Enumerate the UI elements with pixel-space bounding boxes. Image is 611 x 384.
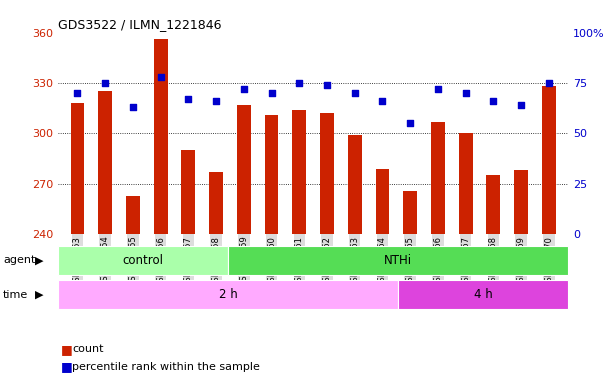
- Point: [322, 82, 332, 88]
- Bar: [348, 135, 362, 234]
- Point: [211, 98, 221, 104]
- Bar: [398, 280, 568, 309]
- Point: [73, 90, 82, 96]
- Bar: [403, 190, 417, 234]
- Bar: [486, 175, 500, 234]
- Point: [405, 120, 415, 126]
- Point: [239, 86, 249, 92]
- Point: [461, 90, 470, 96]
- Bar: [181, 150, 196, 234]
- Point: [295, 80, 304, 86]
- Point: [128, 104, 138, 110]
- Bar: [58, 246, 228, 275]
- Text: count: count: [72, 344, 104, 354]
- Point: [378, 98, 387, 104]
- Bar: [228, 246, 568, 275]
- Bar: [265, 115, 279, 234]
- Bar: [126, 195, 140, 234]
- Text: ■: ■: [61, 360, 77, 373]
- Bar: [320, 113, 334, 234]
- Point: [266, 90, 276, 96]
- Point: [156, 74, 166, 80]
- Text: 4 h: 4 h: [474, 288, 492, 301]
- Bar: [58, 280, 398, 309]
- Point: [183, 96, 193, 102]
- Bar: [542, 86, 556, 234]
- Text: control: control: [123, 254, 164, 266]
- Text: 2 h: 2 h: [219, 288, 238, 301]
- Text: percentile rank within the sample: percentile rank within the sample: [72, 362, 260, 372]
- Bar: [237, 105, 251, 234]
- Bar: [98, 91, 112, 234]
- Text: ■: ■: [61, 343, 77, 356]
- Bar: [154, 40, 167, 234]
- Bar: [376, 169, 389, 234]
- Text: GDS3522 / ILMN_1221846: GDS3522 / ILMN_1221846: [58, 18, 222, 31]
- Point: [350, 90, 360, 96]
- Point: [100, 80, 110, 86]
- Bar: [459, 134, 472, 234]
- Point: [488, 98, 498, 104]
- Bar: [514, 170, 528, 234]
- Point: [516, 102, 526, 108]
- Bar: [292, 110, 306, 234]
- Point: [433, 86, 443, 92]
- Bar: [70, 103, 84, 234]
- Text: ▶: ▶: [35, 290, 44, 300]
- Point: [544, 80, 554, 86]
- Text: agent: agent: [3, 255, 35, 265]
- Bar: [431, 122, 445, 234]
- Text: time: time: [3, 290, 28, 300]
- Bar: [209, 172, 223, 234]
- Text: ▶: ▶: [35, 255, 44, 265]
- Text: NTHi: NTHi: [384, 254, 412, 266]
